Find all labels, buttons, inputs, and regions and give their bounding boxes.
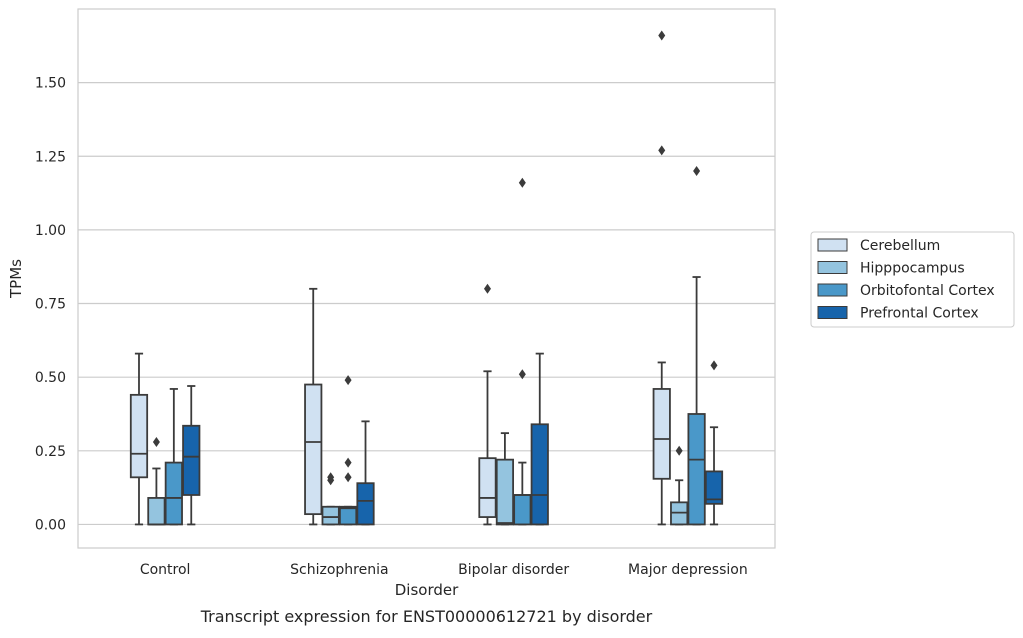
x-tick-labels: Control Schizophrenia Bipolar disorder Majo… <box>140 562 748 578</box>
legend-label: Cerebellum <box>860 238 940 254</box>
outlier-point <box>693 165 701 176</box>
box-group <box>356 420 375 526</box>
box-group <box>513 177 532 526</box>
box-group <box>338 375 358 526</box>
box <box>321 505 340 526</box>
box <box>652 388 671 480</box>
box <box>164 461 183 526</box>
legend-swatch <box>817 306 848 319</box>
outlier-point <box>658 30 666 41</box>
box-group <box>704 360 724 526</box>
box <box>687 413 706 526</box>
outlier-point <box>327 472 335 483</box>
y-tick-label: 0.00 <box>35 517 66 533</box>
y-tick-label: 0.25 <box>35 444 66 460</box>
x-tick-label: Bipolar disorder <box>458 562 569 578</box>
box-group <box>495 432 515 526</box>
box <box>338 505 358 526</box>
box <box>478 457 497 518</box>
box-group <box>670 445 689 526</box>
outlier-point <box>344 472 352 483</box>
outlier-point <box>344 375 352 386</box>
legend-label: Hipppocampus <box>860 261 965 277</box>
x-tick-label: Schizophrenia <box>290 562 388 578</box>
box-group <box>652 30 671 526</box>
box <box>530 423 549 526</box>
box <box>147 497 166 526</box>
y-tick-label: 0.75 <box>35 297 66 313</box>
box-group <box>182 385 201 526</box>
y-axis-title: TPMs <box>7 259 25 299</box>
legend-swatch <box>817 261 848 274</box>
box-group <box>687 165 706 526</box>
legend-frame <box>810 231 1015 328</box>
box <box>513 494 532 526</box>
legend-label: Prefrontal Cortex <box>860 306 979 322</box>
box-group <box>164 388 183 526</box>
legend-swatch <box>817 238 848 252</box>
box-group <box>478 283 497 526</box>
y-tick-label: 1.00 <box>35 223 66 239</box>
box <box>495 458 515 526</box>
box-group <box>147 436 166 526</box>
box-layer <box>129 30 724 526</box>
plot-frame <box>77 8 776 549</box>
outlier-point <box>518 177 526 188</box>
y-tick-label: 0.50 <box>35 370 66 386</box>
box <box>304 383 323 516</box>
box <box>356 482 375 526</box>
legend: Cerebellum Hipppocampus Orbitofontal Corte… <box>810 231 1015 328</box>
outlier-point <box>152 436 160 447</box>
box-group <box>129 352 149 526</box>
x-tick-label: Control <box>140 562 191 578</box>
outlier-point <box>344 457 352 468</box>
chart-caption: Transcript expression for ENST0000061272… <box>200 607 653 626</box>
outlier-point <box>483 283 491 294</box>
box <box>182 424 201 496</box>
y-tick-label: 1.25 <box>35 149 66 165</box>
box-group <box>530 352 549 526</box>
legend-label: Orbitofontal Cortex <box>860 283 995 299</box>
y-tick-labels: 0.00 0.25 0.50 0.75 1.00 1.25 1.50 <box>35 76 66 534</box>
box-group <box>304 287 323 526</box>
outlier-point <box>710 360 718 371</box>
legend-swatch <box>817 283 848 297</box>
box <box>704 470 724 505</box>
outlier-point <box>518 369 526 380</box>
x-axis-title: Disorder <box>395 581 459 599</box>
y-tick-label: 1.50 <box>35 76 66 92</box>
x-tick-label: Major depression <box>628 562 748 578</box>
box <box>129 393 149 479</box>
box-group <box>321 472 340 526</box>
outlier-point <box>675 445 683 456</box>
outlier-point <box>658 145 666 156</box>
